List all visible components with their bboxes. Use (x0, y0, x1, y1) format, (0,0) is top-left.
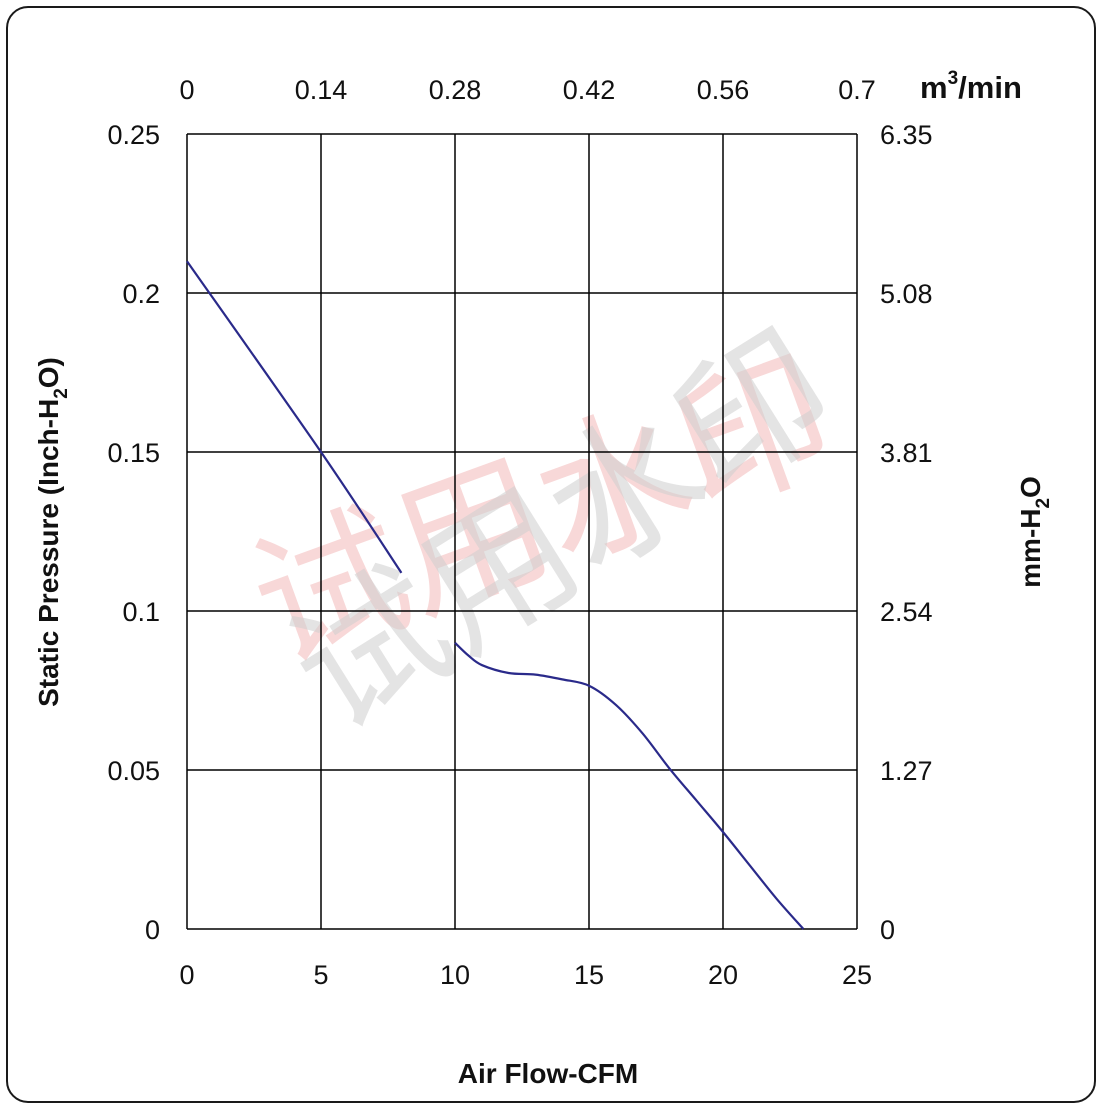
watermark: 试用水印 试用水印 (231, 299, 864, 765)
tick-labels: 0 5 10 15 20 25 0 0.14 0.28 0.42 0.56 0.7 0 0.05 0.1 0.… (107, 75, 932, 990)
y-tick-label-right: 3.81 (880, 438, 933, 468)
y-tick-label-left: 0.25 (107, 120, 160, 150)
y-axis-title-left: Static Pressure (Inch-H2O) (33, 357, 72, 707)
y-tick-label-left: 0.2 (122, 279, 160, 309)
y-tick-label-right: 1.27 (880, 756, 933, 786)
y-tick-label-left: 0.15 (107, 438, 160, 468)
x-tick-label: 20 (708, 960, 738, 990)
series-line (186, 260, 403, 574)
top-x-tick-label: 0.28 (429, 75, 482, 105)
y-tick-label-right: 0 (880, 915, 895, 945)
top-x-tick-label: 0.42 (563, 75, 616, 105)
y-tick-label-right: 2.54 (880, 597, 933, 627)
y-tick-label-right: 5.08 (880, 279, 933, 309)
top-x-tick-label: 0.56 (697, 75, 750, 105)
top-axis-unit: m3/min (920, 68, 1022, 105)
y-tick-label-left: 0 (145, 915, 160, 945)
top-x-tick-label: 0.7 (838, 75, 876, 105)
y-tick-label-left: 0.05 (107, 756, 160, 786)
x-tick-label: 25 (842, 960, 872, 990)
top-x-tick-label: 0 (179, 75, 194, 105)
grid (186, 133, 858, 930)
chart-frame (6, 6, 1096, 1103)
series (186, 260, 805, 930)
x-tick-label: 0 (179, 960, 194, 990)
top-x-tick-label: 0.14 (295, 75, 348, 105)
x-tick-label: 5 (313, 960, 328, 990)
x-tick-label: 15 (574, 960, 604, 990)
x-tick-label: 10 (440, 960, 470, 990)
y-tick-label-right: 6.35 (880, 120, 933, 150)
x-axis-title: Air Flow-CFM (458, 1058, 638, 1089)
y-axis-title-right: mm-H2O (1015, 476, 1054, 588)
series-line (454, 642, 805, 930)
y-tick-label-left: 0.1 (122, 597, 160, 627)
